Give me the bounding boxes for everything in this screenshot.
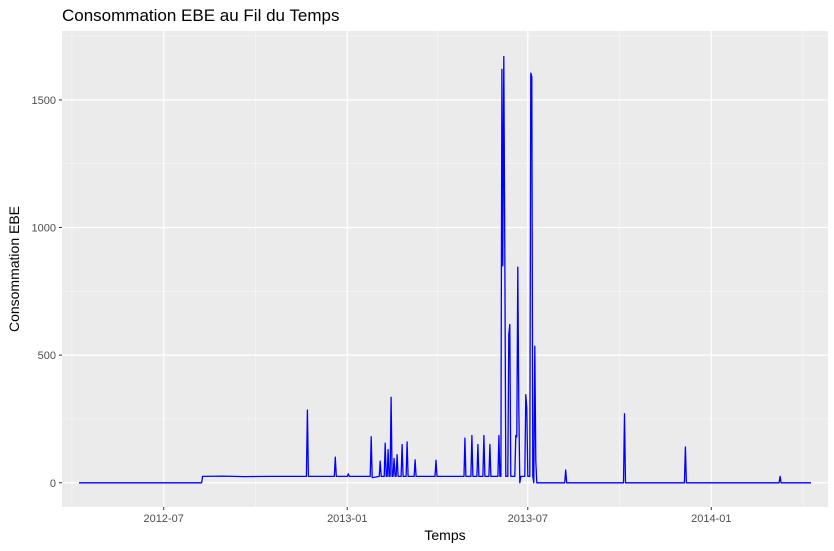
y-tick-label: 0 bbox=[50, 478, 56, 490]
y-tick-label: 1000 bbox=[32, 223, 56, 235]
plot-panel bbox=[62, 31, 828, 507]
series-layer bbox=[79, 55, 811, 484]
series-line-1 bbox=[79, 55, 811, 484]
y-axis: 0 500 1000 1500 bbox=[32, 95, 62, 490]
x-tick-label: 2012-07 bbox=[144, 513, 184, 525]
y-axis-label: Consommation EBE bbox=[6, 206, 22, 332]
x-tick-label: 2014-01 bbox=[691, 513, 731, 525]
grid-minor bbox=[62, 31, 828, 507]
x-axis: 2012-07 2013-01 2013-07 2014-01 bbox=[144, 507, 731, 525]
x-tick-label: 2013-07 bbox=[508, 513, 548, 525]
y-tick-label: 500 bbox=[38, 350, 56, 362]
chart-title: Consommation EBE au Fil du Temps bbox=[62, 6, 339, 25]
y-tick-label: 1500 bbox=[32, 95, 56, 107]
x-axis-label: Temps bbox=[424, 527, 465, 543]
x-tick-label: 2013-01 bbox=[327, 513, 367, 525]
